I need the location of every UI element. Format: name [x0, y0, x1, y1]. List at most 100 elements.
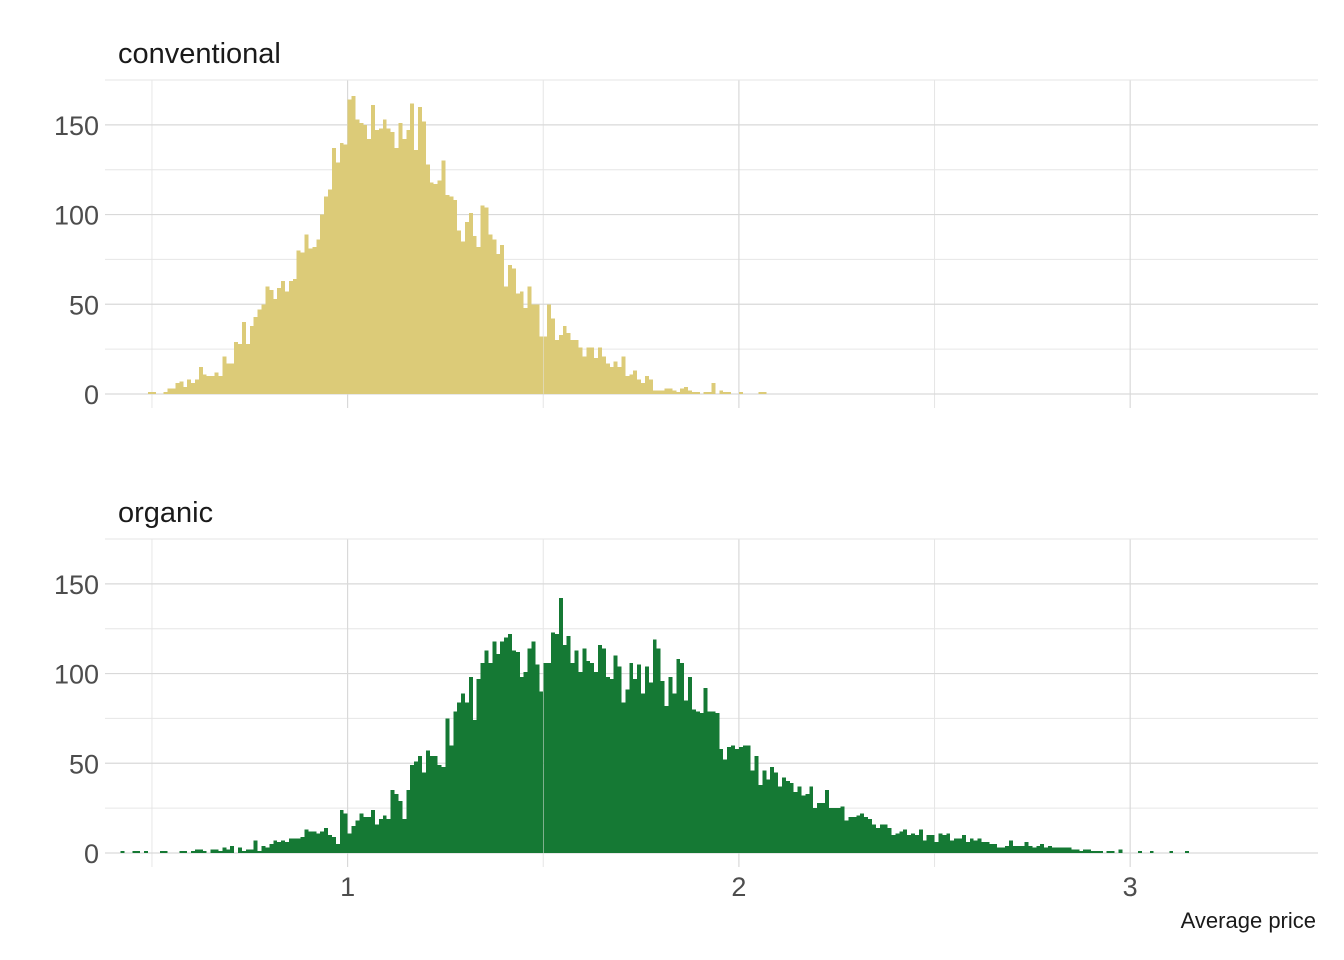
histogram-bar: [621, 702, 626, 853]
y-tick-labels-organic: 0 50 100 150: [54, 570, 99, 869]
histogram-bar: [668, 677, 673, 853]
histogram-bar: [406, 790, 411, 853]
histogram-bar: [844, 820, 849, 853]
histogram-bar: [746, 745, 751, 853]
histogram-bar: [1138, 851, 1142, 853]
histogram-bar: [464, 221, 469, 394]
histogram-bar: [433, 184, 438, 394]
histogram-bar: [871, 824, 876, 853]
histogram-bar: [668, 388, 673, 394]
histogram-bar: [253, 840, 258, 853]
histogram-bar: [680, 662, 685, 853]
histogram-bar: [511, 650, 516, 853]
histogram-bar: [609, 367, 614, 394]
bars-organic: [120, 598, 1189, 853]
histogram-bar: [1020, 845, 1025, 853]
histogram-bar: [570, 340, 575, 394]
histogram-bar: [265, 847, 270, 853]
x-axis-title: Average price: [1181, 908, 1316, 933]
histogram-bar: [496, 254, 501, 394]
histogram-bar: [300, 252, 305, 394]
histogram-bar: [676, 659, 681, 853]
histogram-bar: [644, 376, 649, 394]
histogram-bar: [504, 286, 509, 394]
histogram-bar: [598, 347, 602, 394]
histogram-bar: [656, 648, 661, 853]
histogram-bar: [856, 815, 861, 853]
histogram-bar: [292, 838, 297, 853]
histogram-bar: [226, 849, 231, 853]
histogram-bar: [805, 793, 810, 853]
histogram-bar: [644, 666, 649, 853]
histogram-bar: [613, 655, 618, 853]
histogram-bar: [836, 808, 841, 853]
histogram-bar: [386, 128, 391, 394]
histogram-bar: [625, 689, 630, 853]
histogram-bar: [1071, 849, 1076, 853]
histogram-bar: [132, 851, 137, 853]
histogram-bar: [617, 367, 622, 394]
histogram-bar: [234, 341, 239, 394]
histogram-bar: [914, 835, 919, 853]
histogram-bar: [167, 388, 172, 394]
histogram-bar: [179, 851, 184, 853]
histogram-bar: [625, 376, 630, 394]
histogram-bar: [672, 693, 677, 853]
histogram-bar: [335, 162, 340, 394]
histogram-bar: [394, 793, 399, 853]
histogram-bar: [727, 747, 732, 853]
histogram-bar: [429, 182, 434, 394]
histogram-bar: [363, 817, 368, 853]
histogram-bar: [1091, 851, 1095, 853]
histogram-bar: [590, 347, 595, 394]
histogram-bar: [578, 347, 583, 394]
histogram-bar: [660, 680, 665, 853]
histogram-bar: [605, 363, 610, 394]
histogram-bar: [547, 662, 552, 853]
histogram-bar: [617, 666, 622, 853]
histogram-bar: [1036, 845, 1041, 853]
histogram-bar: [676, 392, 681, 394]
histogram-bar: [637, 664, 642, 853]
histogram-bar: [214, 372, 219, 394]
histogram-bar: [691, 392, 696, 394]
histogram-bar: [641, 693, 645, 853]
histogram-bar: [758, 392, 763, 394]
x-tick-labels: 1 2 3: [340, 872, 1138, 902]
histogram-bar: [257, 309, 262, 394]
histogram-bar: [1048, 845, 1052, 853]
histogram-bar: [410, 765, 415, 853]
histogram-bar: [711, 711, 716, 853]
histogram-bar: [425, 164, 430, 394]
histogram-bar: [535, 304, 540, 394]
histogram-bar: [562, 325, 567, 394]
histogram-bar: [633, 678, 638, 853]
histogram-bar: [891, 835, 896, 853]
histogram-bar: [504, 637, 509, 853]
histogram-bar: [934, 842, 939, 853]
histogram-bar: [320, 831, 325, 853]
histogram-bar: [320, 214, 325, 394]
histogram-bar: [766, 779, 771, 853]
histogram-bar: [284, 842, 289, 853]
histogram-bar: [316, 239, 321, 394]
histogram-bar: [386, 818, 391, 853]
histogram-bar: [860, 813, 865, 853]
histogram-bar: [985, 842, 990, 853]
histogram-bar: [425, 750, 430, 853]
histogram-bar: [582, 356, 587, 394]
histogram-bar: [821, 802, 825, 853]
histogram-bar: [198, 849, 203, 853]
histogram-bar: [312, 246, 317, 394]
histogram-bar: [832, 808, 837, 853]
histogram-bar: [277, 842, 282, 853]
histogram-bar: [864, 817, 869, 853]
histogram-bar: [324, 827, 329, 853]
histogram-bar: [351, 826, 356, 853]
histogram-bar: [492, 641, 497, 853]
histogram-bar: [781, 777, 786, 853]
histogram-bar: [566, 332, 571, 394]
histogram-bar: [515, 293, 520, 394]
histogram-bar: [918, 829, 923, 853]
histogram-bar: [136, 851, 141, 853]
